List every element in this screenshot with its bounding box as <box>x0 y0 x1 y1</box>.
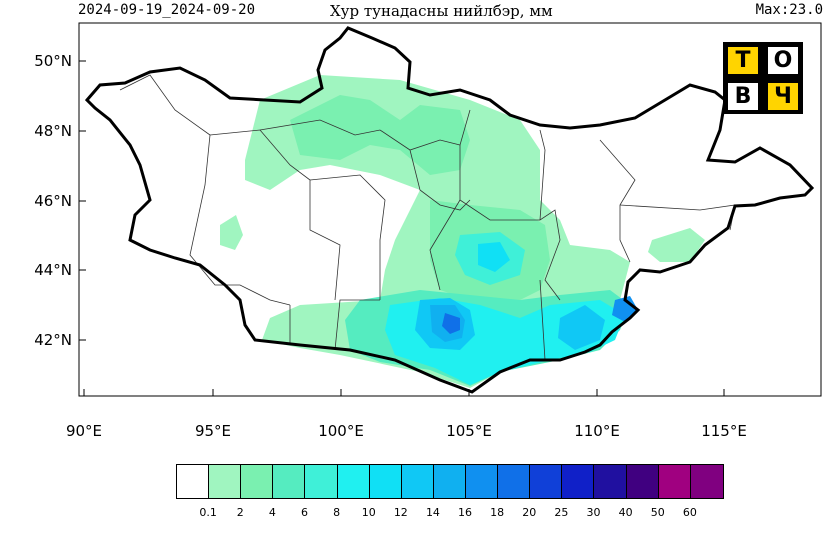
logo-letter: Ч <box>765 80 801 113</box>
colorbar-label: 40 <box>618 506 633 519</box>
colorbar-label: 60 <box>682 506 697 519</box>
lat-label: 44°N <box>34 261 72 279</box>
lat-axis: 50°N 48°N 46°N 44°N 42°N <box>34 52 86 349</box>
lon-label: 100°E <box>318 422 364 440</box>
lat-label: 42°N <box>34 331 72 349</box>
colorbar-swatch <box>626 465 659 498</box>
colorbar-label: 50 <box>650 506 665 519</box>
colorbar-swatch <box>241 465 274 498</box>
max-value-label: Max:23.0 <box>755 2 823 18</box>
colorbar-swatch <box>273 465 306 498</box>
colorbar-swatch <box>209 465 242 498</box>
lat-label: 48°N <box>34 122 72 140</box>
lon-label: 90°E <box>66 422 102 440</box>
colorbar-swatch <box>305 465 338 498</box>
colorbar-label: 14 <box>425 506 440 519</box>
colorbar-swatch <box>177 465 210 498</box>
colorbar-swatch <box>594 465 627 498</box>
date-range-label: 2024-09-19_2024-09-20 <box>78 2 256 18</box>
logo-letter: Т <box>725 44 761 77</box>
map-title: Хур тунадасны нийлбэр, мм <box>330 2 553 20</box>
colorbar-swatch <box>465 465 499 498</box>
lon-label: 110°E <box>574 422 620 440</box>
lon-label: 115°E <box>701 422 747 440</box>
lon-label: 105°E <box>446 422 492 440</box>
logo-letter: В <box>725 80 761 113</box>
colorbar-label: 4 <box>268 506 276 519</box>
colorbar-swatch <box>530 465 563 498</box>
colorbar-label: 20 <box>522 506 537 519</box>
colorbar-swatch <box>401 465 434 498</box>
colorbar-swatch <box>337 465 370 498</box>
colorbar-swatch <box>433 465 466 498</box>
colorbar-label: 25 <box>554 506 569 519</box>
colorbar-label: 16 <box>458 506 473 519</box>
lat-label: 50°N <box>34 52 72 70</box>
tovch-logo: Т О В Ч <box>723 42 803 114</box>
colorbar-label: 12 <box>393 506 408 519</box>
logo-letter: О <box>765 44 801 77</box>
colorbar <box>176 464 724 499</box>
lon-label: 95°E <box>195 422 231 440</box>
province-boundaries <box>119 74 736 361</box>
lon-axis: 90°E 95°E 100°E 105°E 110°E 115°E <box>66 389 747 440</box>
colorbar-swatch <box>498 465 531 498</box>
lat-label: 46°N <box>34 192 72 210</box>
colorbar-label: 2 <box>236 506 244 519</box>
precipitation-fields <box>220 75 705 388</box>
colorbar-swatch <box>690 465 723 498</box>
colorbar-label: 30 <box>586 506 601 519</box>
colorbar-swatch <box>658 465 691 498</box>
map-frame <box>78 22 822 397</box>
colorbar-swatch <box>562 465 595 498</box>
colorbar-label: 0.1 <box>199 506 217 519</box>
colorbar-swatch <box>369 465 402 498</box>
colorbar-label: 10 <box>361 506 376 519</box>
colorbar-label: 8 <box>333 506 341 519</box>
colorbar-label: 6 <box>300 506 308 519</box>
colorbar-label: 18 <box>490 506 505 519</box>
national-border <box>84 26 815 394</box>
